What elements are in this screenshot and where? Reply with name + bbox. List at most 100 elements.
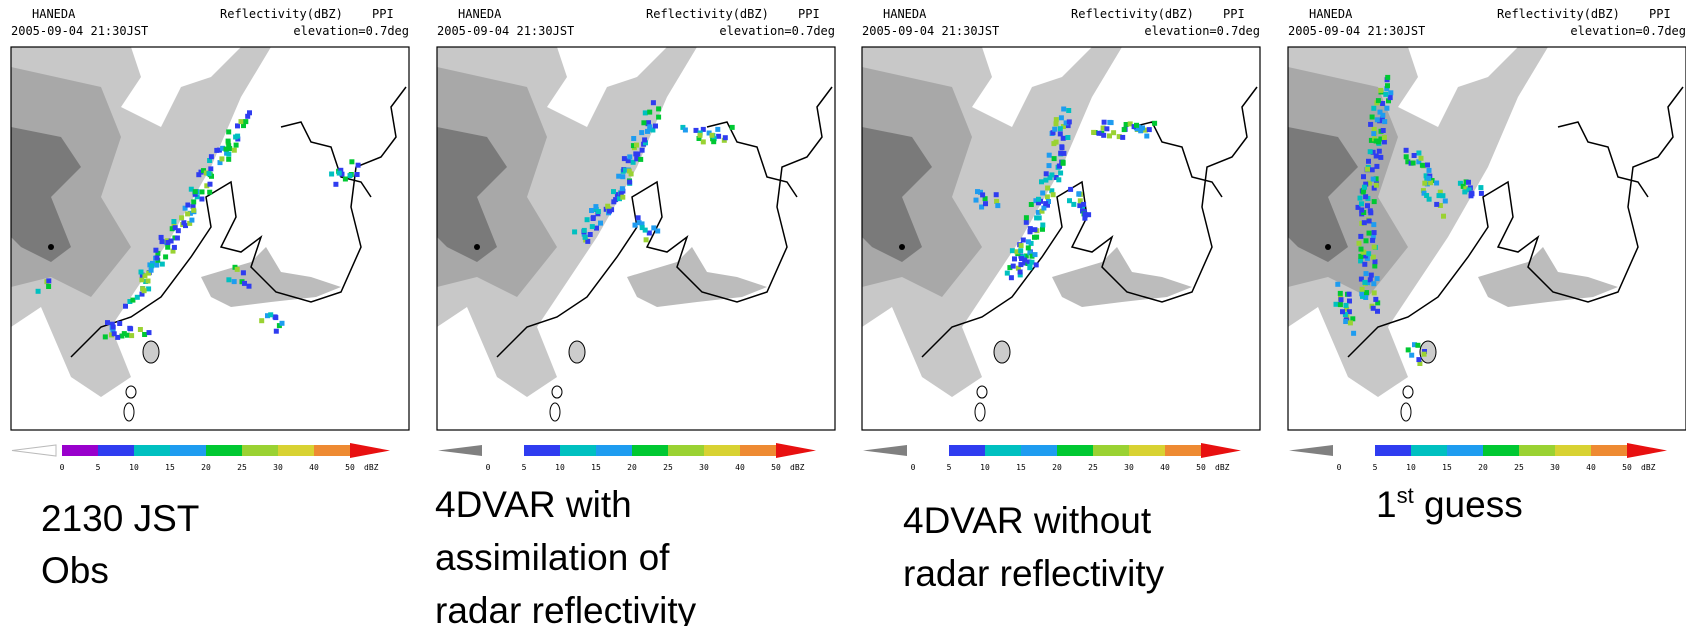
colorbar-segment bbox=[206, 445, 242, 456]
echo bbox=[654, 228, 660, 234]
echo bbox=[1120, 134, 1126, 140]
echo bbox=[1362, 253, 1368, 259]
echo bbox=[1403, 147, 1409, 153]
echo bbox=[1477, 185, 1483, 191]
echo bbox=[973, 197, 979, 203]
echo bbox=[225, 138, 231, 144]
echo bbox=[1040, 222, 1046, 228]
island bbox=[123, 402, 135, 422]
echo bbox=[722, 135, 728, 141]
echo bbox=[1057, 126, 1063, 132]
echo bbox=[214, 147, 220, 153]
echo bbox=[633, 142, 639, 148]
echo bbox=[1403, 154, 1409, 160]
echo bbox=[1058, 115, 1064, 121]
island bbox=[551, 385, 562, 399]
caption-superscript: st bbox=[1396, 483, 1414, 508]
echo bbox=[165, 240, 171, 245]
echo bbox=[646, 124, 652, 130]
echo bbox=[1371, 263, 1377, 269]
echo bbox=[1361, 261, 1367, 267]
colorbar-segment bbox=[1554, 445, 1591, 456]
echo bbox=[246, 283, 252, 289]
colorbar-under bbox=[863, 445, 907, 456]
echo bbox=[581, 227, 587, 233]
echo bbox=[1424, 162, 1430, 168]
echo bbox=[1468, 190, 1474, 196]
colorbar-tick-label: 20 bbox=[201, 463, 211, 472]
echo bbox=[1053, 175, 1059, 180]
echo bbox=[1076, 191, 1082, 197]
echo bbox=[1460, 183, 1466, 189]
echo bbox=[595, 209, 601, 214]
echo bbox=[1373, 153, 1379, 159]
echo bbox=[1027, 263, 1033, 269]
elevation: elevation=0.7deg bbox=[719, 24, 835, 38]
colorbar-unit: dBZ bbox=[790, 463, 805, 472]
echo bbox=[1035, 209, 1041, 215]
echo bbox=[1373, 138, 1379, 144]
island bbox=[142, 340, 160, 364]
colorbar-segment bbox=[1518, 445, 1555, 456]
echo bbox=[1385, 98, 1391, 104]
echo bbox=[1077, 198, 1083, 204]
echo bbox=[223, 146, 229, 152]
echo bbox=[35, 288, 41, 294]
echo bbox=[588, 208, 594, 213]
echo bbox=[1379, 101, 1385, 106]
echo bbox=[1360, 187, 1366, 193]
echo bbox=[1040, 190, 1046, 196]
echo bbox=[626, 154, 632, 160]
echo bbox=[630, 136, 636, 141]
colorbar-tick-label: 5 bbox=[1372, 463, 1377, 472]
echo bbox=[1022, 257, 1028, 263]
echo bbox=[1377, 109, 1382, 115]
echo bbox=[1365, 251, 1371, 257]
echo bbox=[1121, 127, 1127, 133]
echo bbox=[208, 166, 214, 172]
echo bbox=[1146, 127, 1152, 133]
echo bbox=[1370, 234, 1376, 240]
echo bbox=[1384, 83, 1390, 89]
echo bbox=[1081, 201, 1087, 207]
echo bbox=[220, 145, 226, 151]
colorbar-tick-label: 50 bbox=[1196, 463, 1206, 472]
echo bbox=[1056, 177, 1062, 183]
echo bbox=[625, 158, 631, 164]
echo bbox=[1023, 219, 1029, 225]
island bbox=[568, 340, 585, 364]
echo bbox=[1408, 352, 1414, 358]
echo bbox=[584, 217, 590, 223]
echo bbox=[642, 110, 648, 116]
echo bbox=[641, 137, 647, 143]
echo bbox=[1044, 194, 1050, 200]
timestamp: 2005-09-04 21:30JST bbox=[437, 24, 574, 38]
echo bbox=[1346, 298, 1352, 304]
echo bbox=[1152, 120, 1158, 126]
echo bbox=[179, 215, 185, 221]
echo bbox=[1370, 105, 1376, 111]
echo bbox=[1440, 213, 1446, 219]
map-frame bbox=[435, 46, 836, 431]
echo bbox=[1338, 297, 1343, 303]
colorbar-segment bbox=[1482, 445, 1519, 456]
echo bbox=[1009, 248, 1015, 254]
island bbox=[125, 385, 137, 399]
echo bbox=[1373, 176, 1379, 182]
colorbar-unit: dBZ bbox=[1641, 463, 1656, 472]
colorbar-tick-label: 5 bbox=[521, 463, 526, 472]
echo bbox=[1086, 212, 1092, 218]
echo bbox=[644, 128, 650, 134]
echo bbox=[1380, 128, 1386, 133]
echo bbox=[196, 172, 202, 178]
echo bbox=[995, 203, 1001, 209]
echo bbox=[169, 226, 175, 232]
echo bbox=[1383, 105, 1389, 111]
echo bbox=[329, 171, 335, 177]
echo bbox=[1065, 123, 1071, 129]
echo bbox=[1061, 150, 1067, 156]
colorbar-segment bbox=[1093, 445, 1129, 456]
echo bbox=[1387, 90, 1393, 96]
echo bbox=[1421, 349, 1427, 354]
